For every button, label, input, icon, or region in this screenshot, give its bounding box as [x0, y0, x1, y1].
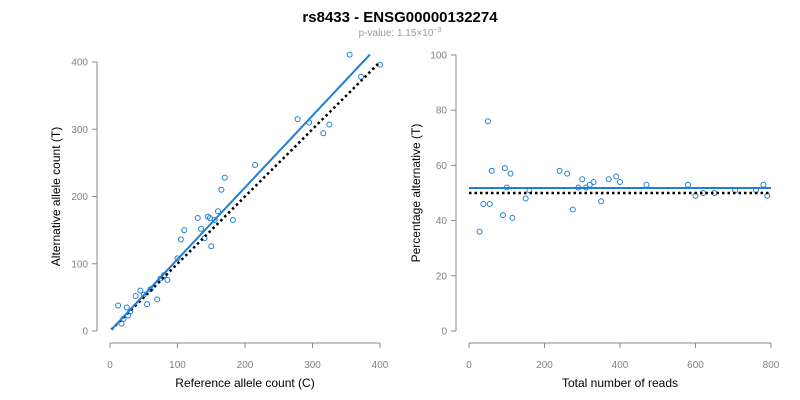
pvalue-times: × [416, 28, 422, 39]
x-tick-label: 0 [107, 360, 113, 371]
y-tick-label: 100 [71, 259, 88, 270]
data-point [346, 51, 353, 58]
x-tick-label: 0 [466, 360, 472, 371]
data-point [221, 174, 228, 181]
x-tick-label: 100 [169, 360, 186, 371]
x-tick-label: 400 [612, 360, 629, 371]
data-point [252, 161, 259, 168]
x-tick-label: 300 [304, 360, 321, 371]
x-tick-label: 400 [372, 360, 389, 371]
data-point [229, 217, 236, 224]
data-point [115, 302, 122, 309]
data-point [556, 167, 563, 174]
data-point [598, 198, 605, 205]
x-axis-title: Reference allele count (C) [175, 376, 314, 390]
data-point [123, 304, 130, 311]
data-point [509, 214, 516, 221]
data-point [181, 227, 188, 234]
y-tick-label: 80 [436, 106, 448, 117]
data-point [507, 170, 514, 177]
y-tick-label: 400 [71, 58, 88, 69]
data-point [579, 176, 586, 183]
plot-title: rs8433 - ENSG00000132274 [302, 9, 498, 26]
data-point [198, 225, 205, 232]
data-point [499, 212, 506, 219]
data-point [590, 178, 597, 185]
y-tick-label: 300 [71, 125, 88, 136]
data-point [484, 118, 491, 125]
data-point [569, 206, 576, 213]
data-point [194, 215, 201, 222]
data-point [326, 121, 333, 128]
data-point [358, 73, 365, 80]
plot-subtitle: p-value: 1.15×10−3 [359, 27, 442, 39]
data-point [564, 170, 571, 177]
data-point [488, 167, 495, 174]
y-tick-label: 100 [430, 51, 447, 62]
y-tick-label: 20 [436, 271, 448, 282]
scatter-panel-allele-counts: 0 100 200 300 400 Reference allele count (C) 0… [49, 51, 389, 390]
data-point [760, 181, 767, 188]
y-tick-label: 60 [436, 161, 448, 172]
y-tick-label: 0 [82, 327, 88, 338]
data-point [522, 195, 529, 202]
data-point [215, 208, 221, 215]
pvalue-exponent: −3 [433, 27, 441, 34]
data-point [164, 276, 171, 283]
pvalue-prefix: p-value: 1.15 [359, 28, 417, 39]
data-point [501, 165, 508, 172]
data-point [218, 186, 225, 193]
y-tick-label: 40 [436, 216, 448, 227]
x-axis: 0 200 400 600 800 [466, 342, 780, 371]
y-axis-title: Alternative allele count (T) [49, 127, 63, 266]
data-point [643, 181, 650, 188]
x-tick-label: 200 [536, 360, 553, 371]
x-tick-label: 600 [687, 360, 704, 371]
y-tick-label: 200 [71, 192, 88, 203]
data-point [684, 181, 691, 188]
y-tick-label: 0 [441, 327, 447, 338]
data-point [480, 201, 487, 208]
data-point [320, 130, 327, 137]
data-point [174, 255, 181, 262]
data-point [294, 116, 301, 123]
data-point [206, 215, 213, 222]
data-point [208, 243, 215, 250]
data-point [154, 296, 161, 303]
data-point [617, 178, 623, 185]
data-point [144, 301, 151, 308]
data-point [476, 228, 483, 235]
data-point [137, 287, 144, 294]
data-point [605, 176, 612, 183]
fit-line [110, 53, 371, 331]
x-tick-label: 200 [237, 360, 254, 371]
data-points [476, 118, 771, 235]
y-axis: 0 20 40 60 80 100 [430, 51, 457, 338]
scatter-panel-percentage: 0 200 400 600 800 Total number of reads 0 20 40 6… [409, 51, 780, 391]
data-point [177, 236, 184, 243]
y-axis: 0 100 200 300 400 [71, 58, 98, 338]
data-point [211, 217, 218, 224]
pvalue-base: 10 [422, 28, 434, 39]
reference-line [110, 61, 381, 331]
y-axis-title: Percentage alternative (T) [409, 124, 423, 263]
x-tick-label: 800 [763, 360, 780, 371]
data-point [613, 173, 620, 180]
data-point [486, 201, 493, 208]
data-point [132, 293, 139, 300]
x-axis: 0 100 200 300 400 [107, 342, 389, 371]
x-axis-title: Total number of reads [562, 376, 678, 390]
